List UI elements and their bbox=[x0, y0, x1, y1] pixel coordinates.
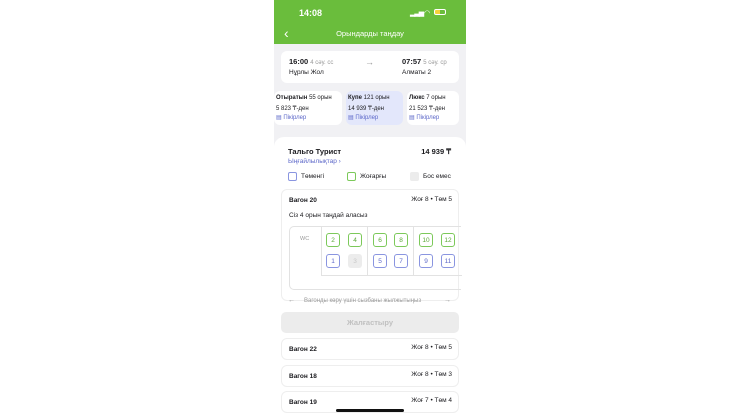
seat-lower[interactable]: 1 bbox=[326, 254, 340, 268]
wagon-row-counts: Жоғ 8 • Төм 3 bbox=[411, 370, 452, 378]
class-seats: 121 орын bbox=[363, 95, 390, 101]
class-name: Купе bbox=[348, 95, 362, 101]
legend-upper: Жоғарғы bbox=[360, 173, 387, 180]
class-price: 21 523 ₸-ден bbox=[409, 106, 445, 112]
seat-occupied: 3 bbox=[348, 254, 362, 268]
class-card[interactable]: Люкс 7 орын 21 523 ₸-ден ▤ Пікірлер bbox=[407, 91, 459, 125]
class-reviews[interactable]: ▤ Пікірлер bbox=[276, 115, 307, 121]
seat-lower[interactable]: 7 bbox=[394, 254, 408, 268]
wagon-counts: Жоғ 8 • Төм 5 bbox=[411, 196, 452, 203]
status-time: 14:08 bbox=[299, 8, 323, 18]
seat-upper[interactable]: 6 bbox=[373, 233, 387, 247]
class-card[interactable]: Купе 121 орын 14 939 ₸-ден ▤ Пікірлер bbox=[346, 91, 403, 125]
wagon-row-name: Вагон 22 bbox=[289, 346, 317, 353]
arr-time: 07:57 bbox=[402, 57, 422, 66]
wagon-row-counts: Жоғ 7 • Төм 4 bbox=[411, 397, 452, 404]
dep-day: 4 сәу. сс bbox=[310, 60, 334, 66]
wagon-row-counts: Жоғ 8 • Төм 5 bbox=[411, 344, 452, 351]
reviews-label: Пікірлер bbox=[283, 115, 307, 121]
amenities-label: Ыңғайлылықтар bbox=[288, 158, 337, 165]
header: 14:08 ▂▃▅ ◠ ‹ Орындарды таңдау bbox=[274, 0, 466, 44]
wagon-row-name: Вагон 18 bbox=[289, 372, 317, 380]
reviews-label: Пікірлер bbox=[416, 115, 440, 121]
wagon-card: Вагон 20 Жоғ 8 • Төм 5 Сіз 4 орын таңдай… bbox=[281, 189, 462, 301]
class-seats: 55 орын bbox=[309, 95, 332, 101]
seat-upper[interactable]: 2 bbox=[326, 233, 340, 247]
class-seats: 7 орын bbox=[426, 95, 446, 101]
legend-lower-box bbox=[288, 172, 297, 181]
wagon-row[interactable]: Вагон 18 Жоғ 8 • Төм 3 bbox=[281, 364, 459, 387]
seat-lower[interactable]: 11 bbox=[441, 254, 455, 268]
seat-upper[interactable]: 8 bbox=[394, 233, 408, 247]
arrow-icon: → bbox=[365, 57, 374, 67]
back-icon[interactable]: ‹ bbox=[284, 25, 289, 41]
scroll-hint: Вагонды көру үшін сызбаны жылжытыңыз bbox=[304, 298, 422, 304]
legend-occupied: Бос емес bbox=[423, 173, 451, 180]
wc-label: WC bbox=[300, 236, 310, 242]
train-price: 14 939 ₸ bbox=[421, 147, 451, 156]
arr-station: Алматы 2 bbox=[402, 69, 432, 76]
dep-time: 16:00 bbox=[289, 57, 309, 66]
page-title: Орындарды таңдау bbox=[336, 29, 404, 38]
seat-upper[interactable]: 10 bbox=[419, 233, 433, 247]
wagon-row[interactable]: Вагон 19 Жоғ 7 • Төм 4 bbox=[281, 391, 459, 413]
continue-button[interactable]: Жалғастыру bbox=[281, 312, 459, 333]
train-name: Тальго Турист bbox=[288, 147, 342, 156]
class-name: Люкс bbox=[409, 95, 425, 101]
wagon-row-name: Вагон 19 bbox=[289, 399, 317, 406]
legend-upper-box bbox=[347, 172, 356, 181]
seat-map[interactable]: WC 2 4 6 8 10 12 1 3 5 7 9 11 bbox=[289, 226, 462, 290]
amenities-link[interactable]: Ыңғайлылықтар › bbox=[288, 158, 341, 165]
wagon-row[interactable]: Вагон 22 Жоғ 8 • Төм 5 bbox=[281, 338, 459, 360]
class-card[interactable]: Отыратын 55 орын 5 823 ₸-ден ▤ Пікірлер bbox=[274, 91, 342, 125]
reviews-label: Пікірлер bbox=[355, 115, 379, 121]
wagon-hint: Сіз 4 орын таңдай аласыз bbox=[289, 212, 368, 219]
signal-icon: ▂▃▅ ◠ bbox=[410, 10, 430, 17]
seat-lower[interactable]: 9 bbox=[419, 254, 433, 268]
battery-icon bbox=[434, 9, 446, 15]
class-price: 14 939 ₸-ден bbox=[348, 106, 384, 112]
seat-lower[interactable]: 5 bbox=[373, 254, 387, 268]
scroll-left-icon[interactable]: ← bbox=[288, 297, 295, 304]
class-reviews[interactable]: ▤ Пікірлер bbox=[348, 115, 379, 121]
dep-station: Нұрлы Жол bbox=[289, 69, 324, 76]
class-reviews[interactable]: ▤ Пікірлер bbox=[409, 115, 440, 121]
home-indicator bbox=[336, 409, 404, 412]
arr-day: 5 сәу. ср bbox=[423, 60, 447, 66]
scroll-right-icon[interactable]: → bbox=[444, 297, 451, 304]
phone-screen: 14:08 ▂▃▅ ◠ ‹ Орындарды таңдау 16:00 4 с… bbox=[274, 0, 466, 416]
wagon-name: Вагон 20 bbox=[289, 197, 317, 204]
class-name: Отыратын bbox=[276, 95, 308, 101]
legend-lower: Төменгі bbox=[301, 173, 325, 180]
legend-occupied-box bbox=[410, 172, 419, 181]
class-price: 5 823 ₸-ден bbox=[276, 106, 309, 112]
seat-upper[interactable]: 12 bbox=[441, 233, 455, 247]
route-card: 16:00 4 сәу. сс Нұрлы Жол → 07:57 5 сәу.… bbox=[281, 51, 459, 83]
seat-upper[interactable]: 4 bbox=[348, 233, 362, 247]
